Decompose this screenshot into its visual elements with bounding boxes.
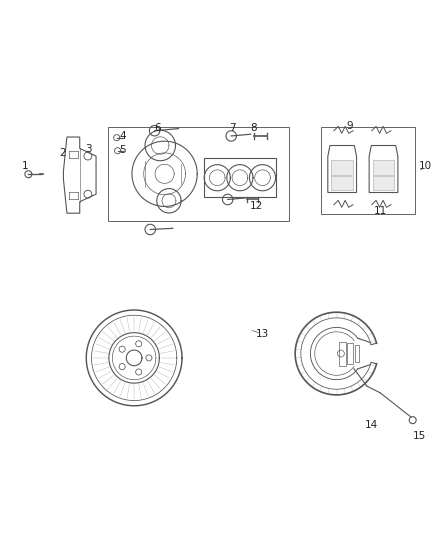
Text: 7: 7 [229,123,235,133]
Bar [373,160,394,190]
Text: 4: 4 [119,131,126,141]
Bar [347,343,353,364]
Bar [204,158,276,197]
Text: 6: 6 [154,123,160,133]
Text: 9: 9 [346,122,353,131]
Text: 12: 12 [249,201,263,212]
Bar [339,342,346,366]
Text: 15: 15 [413,431,426,441]
Text: 8: 8 [251,123,257,133]
Text: 3: 3 [85,144,92,154]
Bar [108,127,289,221]
Bar [355,345,359,362]
Bar [331,160,353,190]
Text: 14: 14 [365,421,378,430]
Bar [321,127,415,214]
Text: 10: 10 [419,161,432,172]
Text: 13: 13 [256,329,269,339]
Text: 11: 11 [374,206,387,216]
Text: 5: 5 [119,145,126,155]
Text: 1: 1 [22,161,28,172]
Text: 2: 2 [59,148,66,158]
